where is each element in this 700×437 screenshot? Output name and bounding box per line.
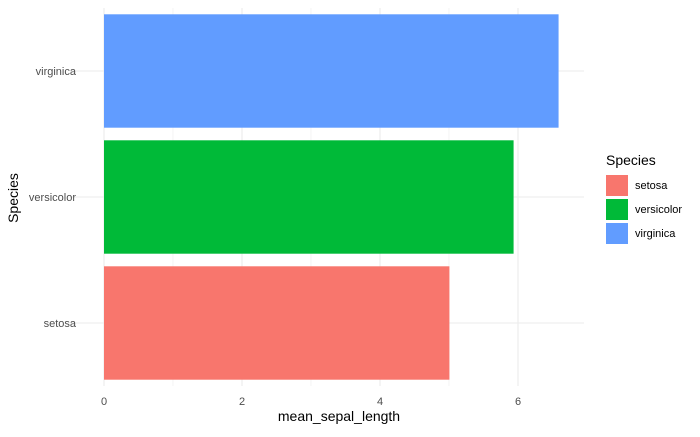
x-tick-label: 2 <box>239 396 245 408</box>
legend-key-setosa <box>606 175 628 196</box>
legend-label-setosa: setosa <box>635 180 668 192</box>
bar-virginica <box>104 14 559 128</box>
y-tick-label-versicolor: versicolor <box>29 192 76 204</box>
legend-label-virginica: virginica <box>635 228 676 240</box>
legend-items: setosa versicolor virginica <box>606 175 682 244</box>
bars <box>104 14 559 380</box>
y-axis-tick-labels: setosa versicolor virginica <box>29 66 77 330</box>
y-tick-label-setosa: setosa <box>44 318 77 330</box>
y-axis-title: Species <box>5 173 21 223</box>
legend: Species setosa versicolor virginica <box>606 152 682 244</box>
bar-setosa <box>104 266 450 380</box>
y-tick-label-virginica: virginica <box>36 66 77 78</box>
x-tick-label: 6 <box>515 396 521 408</box>
bar-versicolor <box>104 140 514 254</box>
x-tick-label: 0 <box>101 396 107 408</box>
x-axis-title: mean_sepal_length <box>278 408 400 424</box>
x-tick-label: 4 <box>377 396 383 408</box>
legend-key-versicolor <box>606 199 628 220</box>
x-axis-tick-labels: 0 2 4 6 <box>101 396 521 408</box>
legend-key-virginica <box>606 223 628 244</box>
legend-label-versicolor: versicolor <box>635 204 682 216</box>
legend-title: Species <box>606 152 656 168</box>
